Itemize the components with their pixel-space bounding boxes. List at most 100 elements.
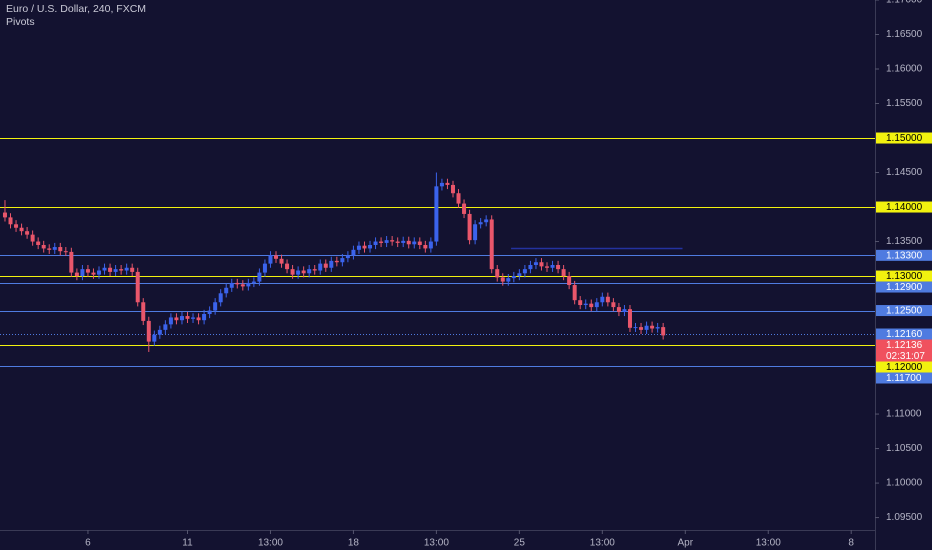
candle-body bbox=[511, 276, 516, 279]
candle-body bbox=[500, 277, 505, 282]
candle-body bbox=[246, 282, 251, 287]
candle-body bbox=[152, 334, 157, 342]
candle-body bbox=[644, 325, 649, 330]
price-label: 1.12136 bbox=[886, 340, 923, 351]
candle-body bbox=[583, 303, 588, 306]
candle-body bbox=[163, 324, 168, 330]
price-label-box bbox=[876, 372, 932, 384]
y-tick-label: 1.10000 bbox=[886, 478, 923, 489]
candle-body bbox=[362, 245, 367, 249]
x-tick-label: 11 bbox=[182, 538, 193, 549]
price-label-box bbox=[876, 270, 932, 282]
candle-body bbox=[285, 263, 290, 270]
candle-body bbox=[218, 293, 223, 303]
candle-body bbox=[8, 217, 13, 225]
candle-body bbox=[484, 219, 489, 223]
candle-body bbox=[85, 269, 90, 273]
candle-body bbox=[235, 282, 240, 285]
x-tick-label: 25 bbox=[514, 538, 526, 549]
candle-body bbox=[323, 263, 328, 268]
x-tick-label: 6 bbox=[85, 538, 91, 549]
candle-body bbox=[63, 251, 68, 253]
candle-body bbox=[179, 316, 184, 321]
price-label: 1.14000 bbox=[886, 202, 923, 213]
candle-body bbox=[550, 265, 555, 268]
price-label: 1.11700 bbox=[886, 373, 922, 384]
candle-body bbox=[97, 270, 102, 275]
candle-body bbox=[141, 302, 146, 321]
price-label-box bbox=[876, 281, 932, 293]
candle-body bbox=[130, 267, 135, 272]
y-tick-label: 1.13500 bbox=[886, 236, 923, 247]
candle-body bbox=[401, 240, 406, 243]
candle-body bbox=[627, 309, 632, 328]
candle-body bbox=[567, 276, 572, 286]
candle-body bbox=[395, 241, 400, 243]
countdown-label: 02:31:07 bbox=[886, 351, 925, 362]
candle-body bbox=[412, 241, 417, 245]
candle-body bbox=[589, 303, 594, 308]
candle-body bbox=[301, 270, 306, 274]
candle-body bbox=[268, 255, 273, 264]
candle-body bbox=[639, 327, 644, 330]
candle-body bbox=[473, 224, 478, 241]
y-tick-label: 1.09500 bbox=[886, 512, 923, 523]
candle-body bbox=[428, 241, 433, 249]
candle-body bbox=[19, 227, 24, 232]
candle-body bbox=[80, 269, 85, 277]
candle-body bbox=[207, 310, 212, 314]
candle-body bbox=[611, 302, 616, 308]
candle-body bbox=[489, 219, 494, 270]
price-label: 1.13000 bbox=[886, 271, 923, 282]
y-tick-label: 1.16500 bbox=[886, 29, 923, 40]
candle-body bbox=[545, 266, 550, 268]
candle-body bbox=[450, 184, 455, 194]
candle-body bbox=[456, 193, 461, 204]
candle-body bbox=[251, 281, 256, 283]
price-label-box bbox=[876, 305, 932, 317]
candle-body bbox=[240, 284, 245, 287]
candle-body bbox=[661, 327, 666, 336]
x-tick-label: 13:00 bbox=[258, 538, 283, 549]
candle-body bbox=[616, 307, 621, 312]
axis-labels: 1.17000 1.16500 1.16000 1.15500 1.14500 1.135… bbox=[85, 0, 932, 549]
candle-body bbox=[423, 244, 428, 249]
candle-body bbox=[390, 240, 395, 242]
candle-body bbox=[229, 282, 234, 288]
indicator-name: Pivots bbox=[6, 16, 35, 28]
candle-body bbox=[417, 241, 422, 245]
candle-body bbox=[633, 327, 638, 329]
price-label-box bbox=[876, 361, 932, 373]
candle-body bbox=[47, 248, 52, 250]
y-tick-label: 1.11000 bbox=[886, 409, 922, 420]
candle-body bbox=[174, 317, 179, 321]
price-label: 1.12500 bbox=[886, 306, 923, 317]
candle-body bbox=[329, 260, 334, 268]
price-label: 1.13300 bbox=[886, 250, 923, 261]
candle-body bbox=[439, 182, 444, 187]
candle-body bbox=[69, 251, 74, 273]
candle-body bbox=[58, 247, 63, 252]
price-label-box bbox=[876, 201, 932, 213]
price-label-box bbox=[876, 249, 932, 261]
candle-body bbox=[124, 267, 129, 271]
candle-body bbox=[351, 249, 356, 256]
candle-body bbox=[506, 278, 511, 282]
price-label: 1.12900 bbox=[886, 282, 923, 293]
candle-body bbox=[445, 182, 450, 185]
price-label-box bbox=[876, 339, 932, 362]
candle-body bbox=[2, 212, 7, 218]
y-tick-label: 1.17000 bbox=[886, 0, 923, 6]
price-label: 1.12000 bbox=[886, 362, 923, 373]
candle-body bbox=[517, 273, 522, 277]
candle-body bbox=[467, 213, 472, 241]
candle-body bbox=[191, 317, 196, 319]
candle-body bbox=[334, 260, 339, 263]
candle-body bbox=[146, 320, 151, 342]
y-tick-label: 1.10500 bbox=[886, 443, 923, 454]
candle-body bbox=[119, 269, 124, 271]
candle-body bbox=[157, 329, 162, 335]
price-label: 1.15000 bbox=[886, 133, 923, 144]
price-label: 1.12160 bbox=[886, 329, 923, 340]
